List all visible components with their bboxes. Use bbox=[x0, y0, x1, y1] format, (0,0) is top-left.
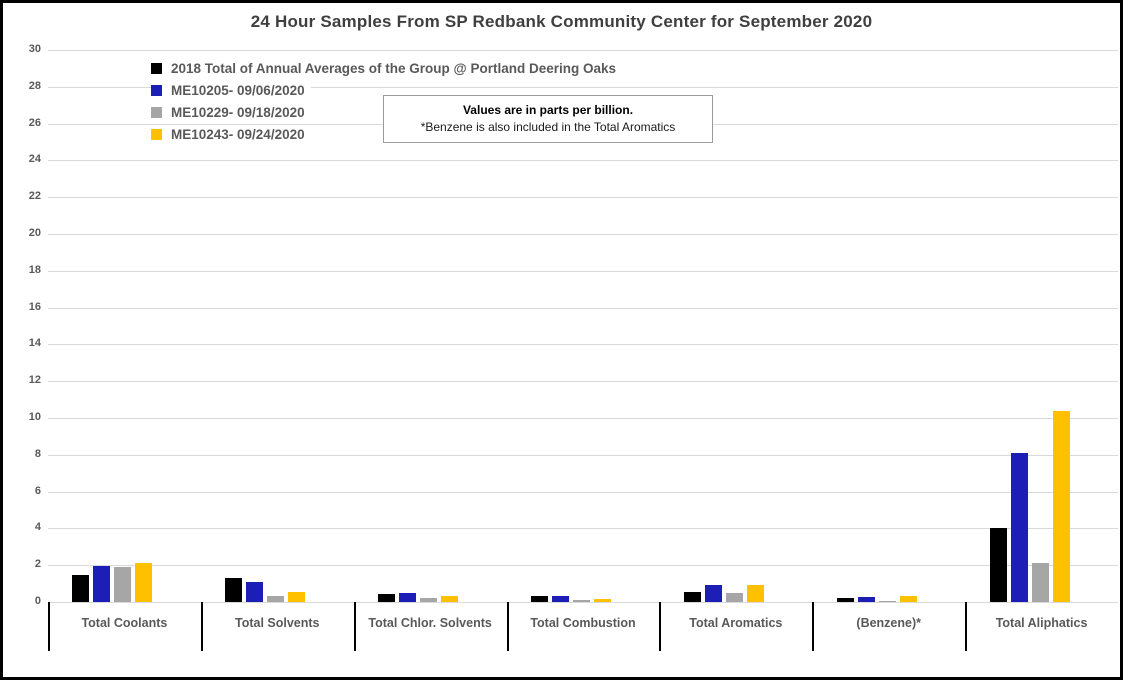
bar-total-aromatics-series-3 bbox=[746, 584, 764, 602]
bar-total-aliphatics-series-3 bbox=[1052, 410, 1070, 602]
legend-item-2: ME10229- 09/18/2020 bbox=[151, 103, 311, 122]
bar-total-solvents-series-0 bbox=[225, 578, 243, 602]
x-axis-label-6: Total Aliphatics bbox=[995, 616, 1088, 630]
gridline-y-14 bbox=[48, 344, 1118, 346]
gridline-y-18 bbox=[48, 270, 1118, 272]
bar-total-chlor-solvents-series-0 bbox=[378, 593, 396, 602]
legend-label: ME10243- 09/24/2020 bbox=[171, 127, 305, 142]
gridline-y-2 bbox=[48, 565, 1118, 567]
gridline-y-20 bbox=[48, 234, 1118, 235]
y-axis-tick-10: 10 bbox=[28, 411, 41, 423]
legend-label: ME10229- 09/18/2020 bbox=[171, 105, 305, 120]
y-axis-tick-14: 14 bbox=[28, 337, 41, 350]
y-axis-tick-8: 8 bbox=[34, 447, 41, 460]
y-axis-tick-6: 6 bbox=[34, 484, 41, 497]
bar-total-coolants-series-2 bbox=[114, 567, 132, 602]
gridline-y-8 bbox=[48, 454, 1118, 456]
bar-total-aromatics-series-0 bbox=[683, 591, 701, 602]
note-units-text: Values are in parts per billion. bbox=[462, 103, 634, 117]
bar-total-chlor-solvents-series-3 bbox=[441, 596, 459, 602]
gridline-y-4 bbox=[48, 528, 1118, 530]
bar-total-chlor-solvents-series-2 bbox=[420, 598, 438, 602]
y-axis-tick-24: 24 bbox=[28, 153, 41, 166]
x-axis-label-3: Total Combustion bbox=[530, 616, 636, 630]
legend-item-1: ME10205- 09/06/2020 bbox=[151, 81, 311, 100]
bar-total-aromatics-series-1 bbox=[704, 585, 722, 602]
y-axis-tick-26: 26 bbox=[28, 116, 41, 129]
legend-swatch-icon bbox=[151, 129, 162, 140]
bar-total-chlor-solvents-series-1 bbox=[399, 592, 417, 602]
gridline-y-0 bbox=[48, 602, 1118, 603]
x-axis-label-0: Total Coolants bbox=[81, 616, 168, 630]
category-separator-1 bbox=[200, 602, 203, 651]
category-separator-6 bbox=[965, 602, 968, 651]
gridline-y-10 bbox=[48, 418, 1118, 419]
category-separator-0 bbox=[48, 602, 50, 651]
bar-total-combustion-series-0 bbox=[531, 596, 548, 602]
legend-item-0: 2018 Total of Annual Averages of the Gro… bbox=[151, 59, 622, 78]
gridline-y-6 bbox=[48, 491, 1118, 493]
bar-total-aliphatics-series-0 bbox=[989, 528, 1007, 602]
gridline-y-22 bbox=[48, 197, 1118, 199]
legend-label: 2018 Total of Annual Averages of the Gro… bbox=[171, 61, 616, 76]
bar-total-coolants-series-0 bbox=[72, 575, 90, 602]
note-benzene-text: *Benzene is also included in the Total A… bbox=[420, 120, 676, 134]
gridline-y-16 bbox=[48, 307, 1118, 309]
bar-total-solvents-series-3 bbox=[288, 591, 306, 602]
category-separator-4 bbox=[659, 602, 662, 651]
y-axis-tick-28: 28 bbox=[28, 79, 41, 92]
y-axis-tick-20: 20 bbox=[28, 227, 41, 239]
category-separator-5 bbox=[812, 602, 815, 651]
y-axis-tick-30: 30 bbox=[28, 43, 41, 55]
bar-total-combustion-series-2 bbox=[573, 600, 590, 602]
bar-total-combustion-series-3 bbox=[594, 599, 611, 602]
y-axis-tick-12: 12 bbox=[28, 374, 41, 387]
bar-benzene-series-3 bbox=[899, 596, 917, 602]
legend-swatch-icon bbox=[151, 63, 162, 74]
x-axis-label-2: Total Chlor. Solvents bbox=[368, 616, 492, 630]
gridline-y-28 bbox=[48, 86, 1118, 88]
y-axis-tick-4: 4 bbox=[34, 521, 41, 534]
bar-benzene-series-2 bbox=[878, 601, 896, 602]
bar-benzene-series-0 bbox=[836, 598, 854, 602]
y-axis-tick-18: 18 bbox=[28, 263, 41, 276]
bar-total-coolants-series-3 bbox=[135, 563, 153, 602]
bar-total-solvents-series-1 bbox=[246, 581, 264, 602]
x-axis-label-4: Total Aromatics bbox=[689, 616, 783, 630]
x-axis-label-1: Total Solvents bbox=[235, 616, 320, 630]
bar-total-aliphatics-series-1 bbox=[1010, 452, 1028, 602]
gridline-y-30 bbox=[48, 50, 1118, 51]
bar-total-solvents-series-2 bbox=[267, 596, 285, 602]
bar-total-aromatics-series-2 bbox=[725, 592, 743, 602]
bar-benzene-series-1 bbox=[857, 597, 875, 602]
chart-title: 24 Hour Samples From SP Redbank Communit… bbox=[250, 12, 873, 31]
legend-swatch-icon bbox=[151, 85, 162, 96]
gridline-y-12 bbox=[48, 381, 1118, 383]
legend-item-3: ME10243- 09/24/2020 bbox=[151, 125, 311, 144]
legend: 2018 Total of Annual Averages of the Gro… bbox=[151, 59, 622, 147]
y-axis-tick-16: 16 bbox=[28, 300, 41, 313]
legend-label: ME10205- 09/06/2020 bbox=[171, 83, 305, 98]
category-separator-3 bbox=[506, 602, 509, 651]
note-box: Values are in parts per billion. *Benzen… bbox=[383, 95, 713, 143]
x-axis-label-5: (Benzene)* bbox=[856, 616, 921, 630]
bar-total-coolants-series-1 bbox=[93, 566, 111, 602]
y-axis-tick-2: 2 bbox=[34, 558, 41, 571]
category-separator-2 bbox=[353, 602, 356, 651]
gridline-y-24 bbox=[48, 160, 1118, 162]
y-axis-tick-0: 0 bbox=[34, 595, 41, 607]
bar-total-combustion-series-1 bbox=[552, 595, 569, 602]
y-axis-tick-22: 22 bbox=[28, 190, 41, 203]
legend-swatch-icon bbox=[151, 107, 162, 118]
bar-total-aliphatics-series-2 bbox=[1031, 563, 1049, 602]
